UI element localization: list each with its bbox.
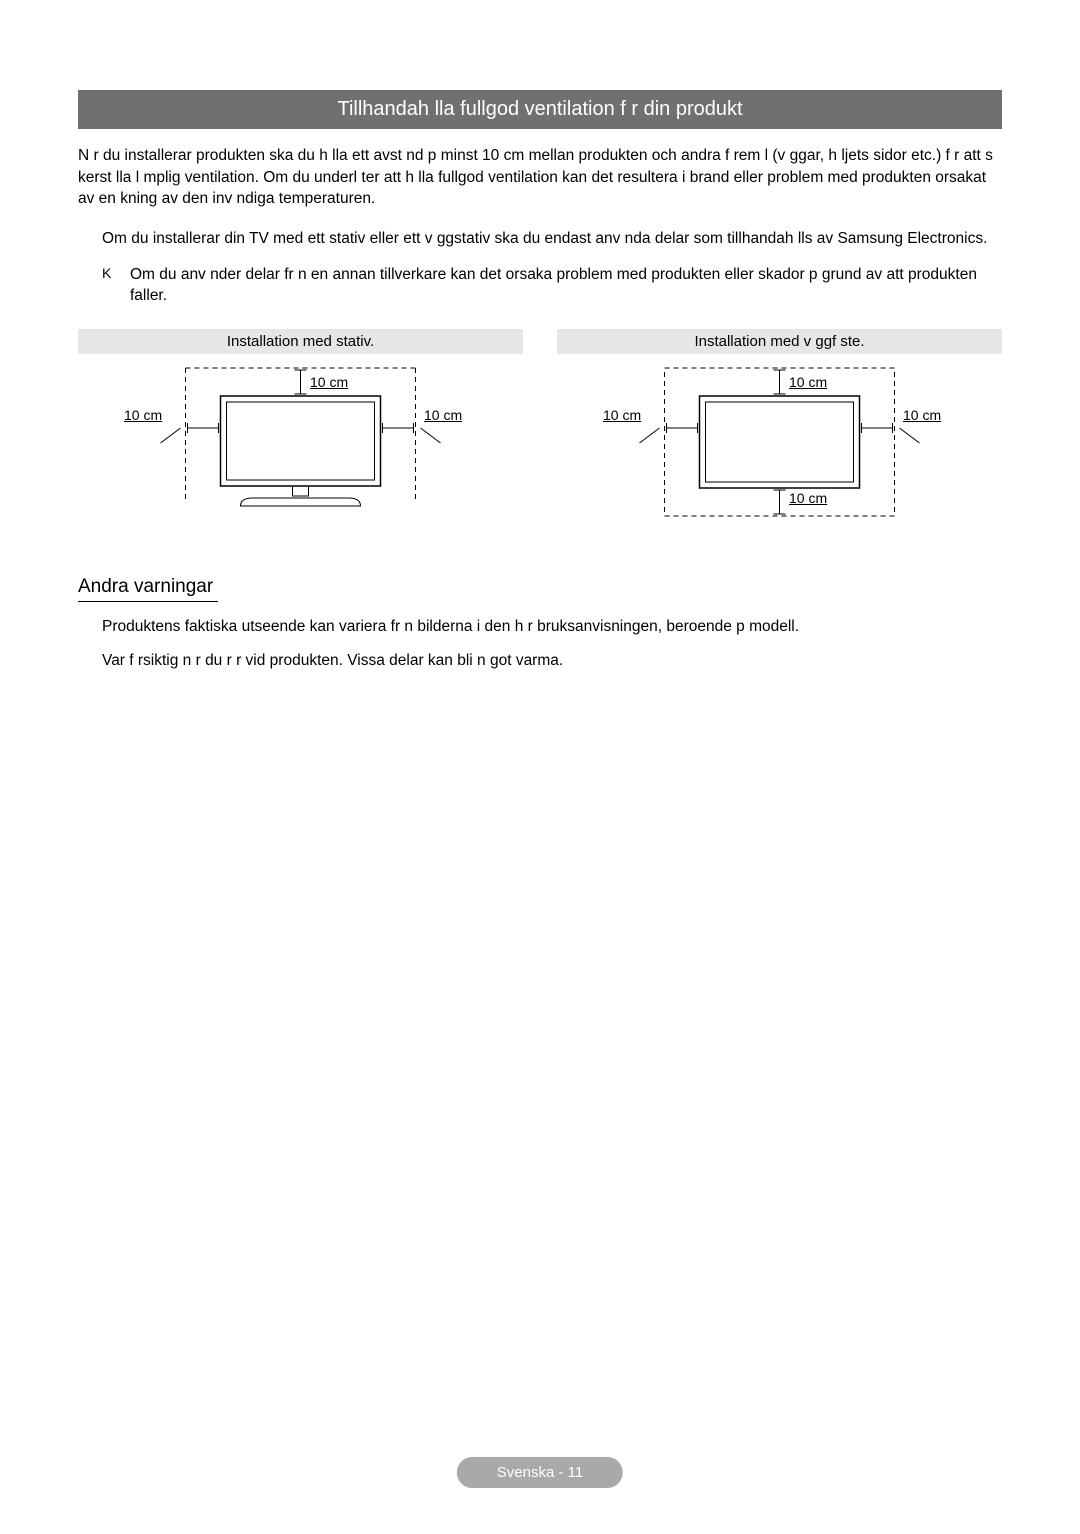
diagram-stand-caption: Installation med stativ. [78, 329, 523, 354]
dim-left-right: 10 cm [603, 407, 641, 423]
diagram-wall-caption: Installation med v ggf ste. [557, 329, 1002, 354]
section-header: Tillhandah lla fullgod ventilation f r d… [78, 90, 1002, 129]
dim-right-right: 10 cm [903, 407, 941, 423]
dim-top-left: 10 cm [310, 374, 348, 390]
dim-bottom-right: 10 cm [789, 490, 827, 506]
subheading-other-warnings: Andra varningar [78, 576, 218, 602]
bullet-marker: K [102, 264, 130, 307]
paragraph-intro: N r du installerar produkten ska du h ll… [78, 145, 1002, 210]
diagram-stand: Installation med stativ. [78, 329, 523, 528]
warning-item-1: Produktens faktiska utseende kan variera… [78, 618, 1002, 636]
diagram-wall-svg [557, 358, 1002, 528]
bullet-item: K Om du anv nder delar fr n en annan til… [78, 264, 1002, 307]
diagram-row: Installation med stativ. [78, 329, 1002, 528]
bullet-text: Om du anv nder delar fr n en annan tillv… [130, 264, 1002, 307]
diagram-wall: Installation med v ggf ste. [557, 329, 1002, 528]
diagram-stand-svg [78, 358, 523, 528]
dim-top-right: 10 cm [789, 374, 827, 390]
paragraph-note: Om du installerar din TV med ett stativ … [78, 228, 1002, 250]
warning-item-2: Var f rsiktig n r du r r vid produkten. … [78, 652, 1002, 670]
dim-left-left: 10 cm [124, 407, 162, 423]
dim-right-left: 10 cm [424, 407, 462, 423]
page-footer: Svenska - 11 [457, 1457, 623, 1488]
